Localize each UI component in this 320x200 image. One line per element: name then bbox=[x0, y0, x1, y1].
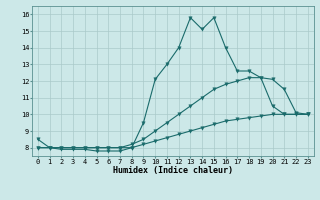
X-axis label: Humidex (Indice chaleur): Humidex (Indice chaleur) bbox=[113, 166, 233, 175]
